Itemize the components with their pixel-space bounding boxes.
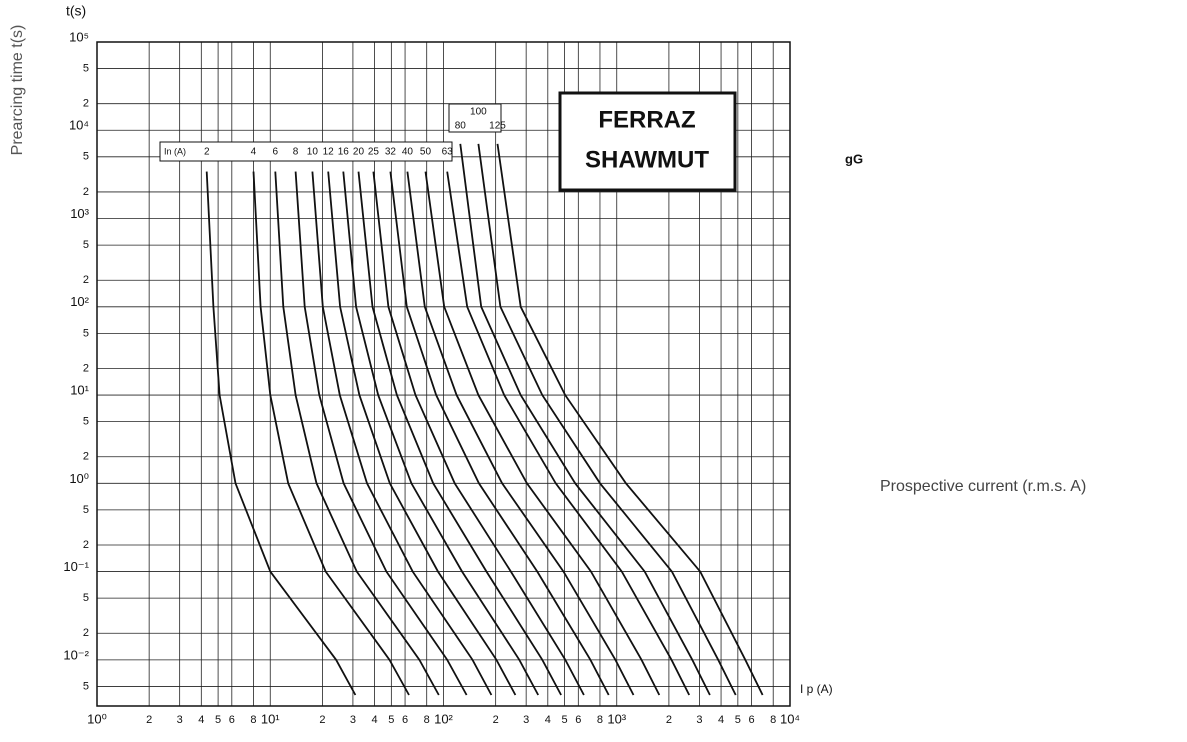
x-tick-label: 3 xyxy=(523,714,529,726)
x-tick-label: 10³ xyxy=(607,711,626,726)
fuse-curve xyxy=(372,171,585,696)
fuse-curve xyxy=(406,171,635,696)
x-tick-label: 4 xyxy=(545,714,551,726)
y-tick-label: 10⁻² xyxy=(63,647,89,662)
legend-label: 16 xyxy=(338,147,350,158)
x-tick-label: 3 xyxy=(177,714,183,726)
y-tick-label: 2 xyxy=(83,98,89,110)
x-tick-label: 3 xyxy=(696,714,702,726)
y-tick-label: 2 xyxy=(83,274,89,286)
legend-box xyxy=(448,103,502,133)
y-tick-label: 10⁵ xyxy=(69,29,89,44)
legend-label: 12 xyxy=(323,147,335,158)
legend-label: 8 xyxy=(293,147,299,158)
fuse-curve xyxy=(357,171,562,696)
x-tick-label: 10⁴ xyxy=(780,711,800,726)
x-tick-label: 2 xyxy=(493,714,499,726)
x-tick-label: 10¹ xyxy=(261,711,280,726)
legend-label: 125 xyxy=(489,121,506,132)
x-tick-label: 10² xyxy=(434,711,453,726)
x-tick-label: 6 xyxy=(229,714,235,726)
legend-label: 40 xyxy=(402,147,414,158)
y-tick-label: 10⁰ xyxy=(69,471,89,486)
legend-box xyxy=(159,141,453,162)
fuse-curve xyxy=(205,171,357,696)
y-axis-unit: t(s) xyxy=(66,3,86,19)
legend-label: 4 xyxy=(251,147,257,158)
fuse-curve xyxy=(459,143,711,696)
x-tick-label: 10⁰ xyxy=(87,711,107,726)
y-tick-label: 10² xyxy=(70,294,89,309)
x-tick-label: 2 xyxy=(319,714,325,726)
y-tick-label: 2 xyxy=(83,539,89,551)
legend-label: 100 xyxy=(470,107,487,118)
y-tick-label: 5 xyxy=(83,504,89,516)
y-tick-label: 10¹ xyxy=(70,382,89,397)
y-tick-label: 5 xyxy=(83,151,89,163)
fuse-curve xyxy=(327,171,517,696)
x-tick-label: 8 xyxy=(597,714,603,726)
legend-label: 2 xyxy=(204,147,210,158)
x-tick-label: 2 xyxy=(146,714,152,726)
legend-label: 25 xyxy=(368,147,380,158)
fuse-curve xyxy=(252,171,410,696)
y-tick-label: 10⁴ xyxy=(69,118,89,133)
fuse-curve xyxy=(477,143,737,696)
fuse-curve xyxy=(424,171,661,696)
x-tick-label: 3 xyxy=(350,714,356,726)
x-tick-label: 4 xyxy=(718,714,724,726)
x-tick-label: 5 xyxy=(215,714,221,726)
x-tick-label: 5 xyxy=(388,714,394,726)
fuse-curve xyxy=(446,171,691,696)
brand-box xyxy=(558,91,737,192)
y-axis-title: Prearcing time t(s) xyxy=(9,25,26,156)
y-tick-label: 10³ xyxy=(70,206,89,221)
y-tick-label: 2 xyxy=(83,451,89,463)
fuse-curve xyxy=(496,143,764,696)
x-axis-title: Prospective current (r.m.s. A) xyxy=(880,478,1086,495)
y-tick-label: 2 xyxy=(83,362,89,374)
fuse-curve xyxy=(274,171,440,696)
x-tick-label: 4 xyxy=(198,714,204,726)
y-tick-label: 5 xyxy=(83,680,89,692)
fuse-class: gG xyxy=(845,151,863,166)
fuse-curve xyxy=(294,171,468,696)
x-axis-unit: I p (A) xyxy=(800,682,833,696)
fuse-curve xyxy=(311,171,493,696)
legend-label: 20 xyxy=(353,147,365,158)
x-tick-label: 5 xyxy=(562,714,568,726)
y-tick-label: 5 xyxy=(83,62,89,74)
brand-line: FERRAZ xyxy=(598,106,695,133)
fuse-curve xyxy=(342,171,539,696)
legend-label: 80 xyxy=(455,121,467,132)
x-tick-label: 6 xyxy=(575,714,581,726)
y-tick-label: 5 xyxy=(83,416,89,428)
y-tick-label: 2 xyxy=(83,186,89,198)
legend-label: 6 xyxy=(273,147,279,158)
plot-frame xyxy=(96,41,791,707)
y-tick-label: 10⁻¹ xyxy=(63,559,89,574)
legend-label: 50 xyxy=(420,147,432,158)
legend-title: In (A) xyxy=(164,146,186,156)
legend-label: 10 xyxy=(307,147,319,158)
x-tick-label: 5 xyxy=(735,714,741,726)
y-tick-label: 5 xyxy=(83,327,89,339)
legend-label: 32 xyxy=(385,147,397,158)
y-tick-label: 5 xyxy=(83,592,89,604)
x-tick-label: 8 xyxy=(250,714,256,726)
x-tick-label: 6 xyxy=(402,714,408,726)
x-tick-label: 8 xyxy=(770,714,776,726)
y-tick-label: 2 xyxy=(83,627,89,639)
fuse-curve xyxy=(389,171,610,696)
x-tick-label: 8 xyxy=(424,714,430,726)
x-tick-label: 2 xyxy=(666,714,672,726)
y-tick-label: 5 xyxy=(83,239,89,251)
x-tick-label: 6 xyxy=(749,714,755,726)
brand-line: SHAWMUT xyxy=(585,146,709,173)
x-tick-label: 4 xyxy=(371,714,377,726)
legend-label: 63 xyxy=(442,147,454,158)
